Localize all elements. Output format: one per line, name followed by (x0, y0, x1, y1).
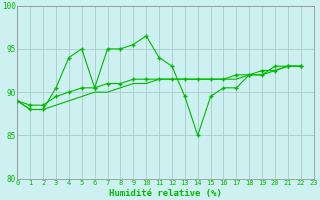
X-axis label: Humidité relative (%): Humidité relative (%) (109, 189, 222, 198)
